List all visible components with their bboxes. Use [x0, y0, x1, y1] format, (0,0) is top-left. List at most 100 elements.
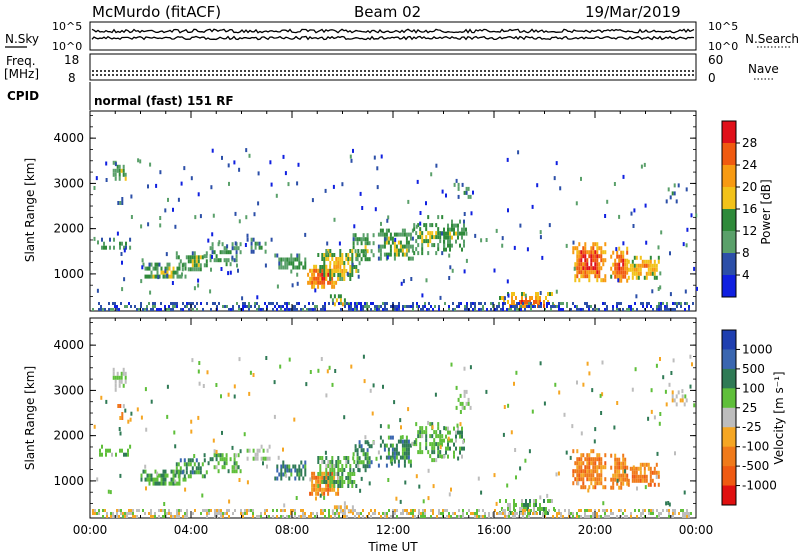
heatmap-cell [362, 253, 365, 258]
heatmap-cell [509, 503, 511, 507]
heatmap-cell [96, 477, 99, 482]
heatmap-cell [221, 465, 224, 470]
heatmap-cell [345, 464, 348, 468]
heatmap-cell [360, 305, 362, 308]
heatmap-cell [407, 447, 410, 452]
heatmap-cell [457, 231, 459, 236]
heatmap-cell [362, 448, 365, 453]
heatmap-cell [380, 515, 382, 518]
heatmap-cell [217, 461, 220, 466]
heatmap-cell [656, 451, 659, 456]
heatmap-cell [478, 509, 480, 512]
heatmap-cell [345, 460, 348, 464]
heatmap-cell [387, 252, 390, 257]
heatmap-cell [370, 515, 372, 518]
heatmap-cell [419, 450, 422, 455]
heatmap-cell [520, 305, 522, 308]
heatmap-cell [586, 465, 589, 470]
heatmap-cell [604, 512, 606, 515]
heatmap-cell [555, 161, 558, 166]
heatmap-cell [465, 190, 468, 195]
heatmap-cell [351, 257, 354, 261]
heatmap-cell [385, 240, 388, 245]
heatmap-cell [606, 199, 609, 204]
heatmap-cell [610, 266, 613, 271]
heatmap-cell [358, 440, 361, 445]
heatmap-cell [528, 512, 530, 515]
heatmap-cell [578, 270, 581, 275]
heatmap-cell [219, 453, 222, 458]
heatmap-cell [170, 274, 173, 279]
heatmap-cell [280, 265, 283, 270]
heatmap-cell [191, 267, 194, 272]
heatmap-cell [659, 357, 661, 361]
heatmap-cell [321, 276, 324, 281]
heatmap-cell [236, 302, 238, 305]
heatmap-cell [649, 263, 652, 268]
heatmap-cell [211, 254, 213, 259]
heatmap-cell [329, 264, 332, 269]
heatmap-cell [596, 270, 599, 275]
heatmap-cell [349, 277, 352, 281]
heatmap-cell [338, 302, 340, 305]
heatmap-cell [146, 308, 148, 311]
heatmap-cell [112, 308, 114, 311]
heatmap-cell [457, 182, 460, 187]
heatmap-cell [457, 426, 459, 431]
heatmap-cell [433, 438, 436, 443]
heatmap-cell [627, 275, 630, 280]
heatmap-cell [596, 457, 599, 462]
heatmap-cell [343, 456, 346, 460]
heatmap-cell [327, 483, 330, 488]
heatmap-cell [516, 305, 518, 308]
heatmap-cell [455, 430, 457, 435]
heatmap-cell [584, 246, 587, 251]
heatmap-cell [449, 227, 451, 232]
heatmap-cell [405, 447, 408, 452]
heatmap-cell [197, 415, 200, 420]
heatmap-cell [381, 439, 384, 444]
heatmap-cell [588, 469, 591, 474]
heatmap-cell [413, 251, 416, 256]
heatmap-cell [362, 509, 364, 512]
heatmap-cell [596, 477, 599, 482]
heatmap-cell [631, 474, 634, 479]
heatmap-cell [500, 308, 502, 311]
heatmap-cell [116, 515, 118, 518]
heatmap-cell [690, 213, 693, 218]
heatmap-cell [582, 254, 585, 259]
heatmap-cell [572, 515, 574, 518]
heatmap-cell [484, 512, 486, 515]
heatmap-cell [418, 512, 420, 515]
heatmap-cell [294, 515, 296, 518]
heatmap-cell [513, 245, 516, 250]
heatmap-cell [353, 460, 356, 464]
heatmap-cell [314, 308, 316, 311]
heatmap-cell [421, 450, 424, 455]
heatmap-cell [424, 302, 426, 305]
heatmap-cell [447, 231, 449, 236]
heatmap-cell [331, 483, 334, 488]
heatmap-cell [578, 515, 580, 518]
heatmap-cell [190, 176, 193, 181]
heatmap-cell [643, 259, 646, 264]
heatmap-cell [290, 515, 292, 518]
heatmap-cell [655, 475, 658, 479]
heatmap-cell [689, 354, 692, 359]
heatmap-cell [298, 257, 301, 262]
heatmap-cell [539, 495, 542, 500]
heatmap-cell [282, 515, 284, 518]
heatmap-cell [228, 509, 230, 512]
heatmap-cell [280, 308, 282, 311]
heatmap-cell [119, 473, 122, 478]
heatmap-cell [313, 280, 316, 285]
heatmap-cell [464, 308, 466, 311]
heatmap-cell [448, 253, 451, 258]
heatmap-cell [570, 308, 572, 311]
heatmap-cell [352, 237, 355, 242]
heatmap-cell [624, 457, 627, 462]
heatmap-cell [296, 253, 299, 258]
heatmap-cell [432, 512, 434, 515]
heatmap-cell [586, 473, 589, 478]
